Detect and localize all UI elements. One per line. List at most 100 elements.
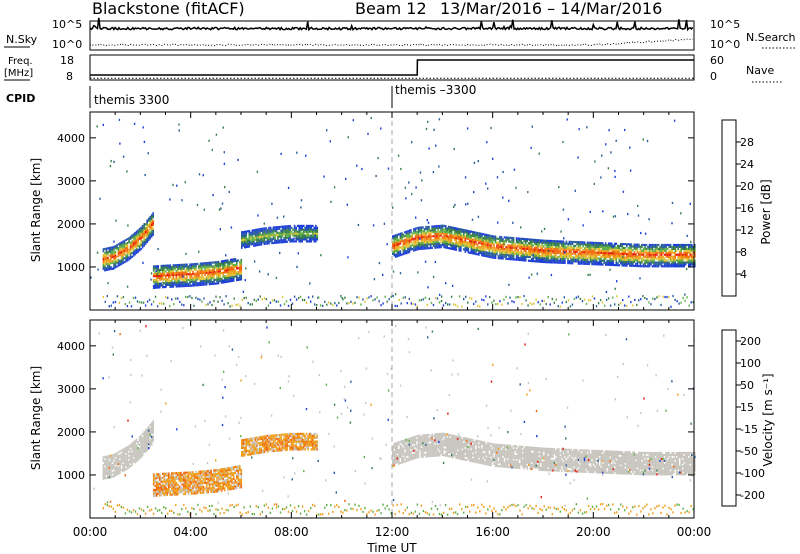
power-cell — [231, 268, 233, 271]
power-cell — [213, 282, 215, 285]
power-cell — [175, 264, 178, 267]
power-cell — [149, 225, 151, 228]
power-cell — [632, 258, 634, 262]
velocity-cell — [189, 477, 191, 480]
velocity-cell — [216, 469, 218, 472]
velocity-cell — [217, 472, 220, 475]
power-cell — [567, 246, 569, 249]
power-cell — [467, 247, 470, 250]
power-cell — [417, 246, 420, 249]
power-cell — [413, 239, 415, 242]
power-cell — [263, 235, 266, 238]
power-cell — [147, 217, 150, 220]
power-cell — [494, 251, 497, 254]
power-cell — [207, 263, 209, 266]
power-cell — [196, 278, 199, 281]
power-cell — [116, 244, 118, 247]
power-cell — [275, 230, 278, 233]
power-cell — [663, 259, 666, 262]
power-cell — [508, 252, 510, 255]
power-cell — [475, 252, 477, 256]
power-cell — [134, 296, 137, 299]
velocity-cell — [207, 477, 209, 480]
power-cell — [144, 234, 147, 237]
velocity-cell — [143, 442, 145, 445]
power-cell — [518, 247, 521, 250]
power-cell — [447, 239, 450, 242]
power-cell — [232, 264, 235, 267]
power-cell — [488, 250, 491, 253]
power-cell — [606, 259, 608, 262]
velocity-cell — [152, 428, 154, 431]
power-cell — [609, 259, 611, 263]
power-cell — [475, 235, 477, 238]
power-cell — [639, 261, 642, 264]
velocity-cell — [150, 424, 153, 427]
power-cell — [665, 255, 667, 258]
power-cell — [627, 252, 630, 256]
power-cell — [208, 277, 211, 280]
power-cell — [502, 196, 504, 199]
power-cell — [621, 264, 624, 267]
power-cell — [651, 245, 654, 249]
power-cell — [334, 302, 336, 305]
power-cell — [429, 241, 432, 244]
velocity-cell — [147, 425, 150, 428]
power-cell — [417, 248, 420, 251]
velocity-cell — [128, 447, 130, 450]
power-cell — [123, 253, 126, 256]
power-cell — [126, 257, 129, 260]
power-cell — [521, 257, 524, 260]
velocity-cell — [117, 455, 120, 458]
power-cell — [150, 223, 153, 226]
cpid-segment-2: themis –3300 — [395, 83, 476, 97]
power-cell — [466, 233, 468, 236]
power-cell — [434, 244, 436, 247]
power-cell — [607, 259, 610, 262]
power-cell — [438, 246, 441, 249]
power-cell — [688, 257, 690, 260]
nave-tick-top: 60 — [710, 54, 724, 67]
power-cell — [116, 259, 118, 262]
power-cell — [245, 230, 248, 233]
power-cell — [192, 265, 194, 268]
power-cell — [666, 296, 668, 299]
power-cell — [398, 239, 400, 242]
velocity-cell — [208, 479, 211, 482]
power-cell — [607, 167, 610, 170]
power-cell — [435, 246, 438, 249]
power-cell — [251, 239, 254, 242]
power-cell — [666, 251, 669, 254]
power-cell — [568, 243, 570, 246]
power-cell — [449, 235, 451, 238]
power-cell — [689, 243, 692, 247]
power-cell — [455, 239, 457, 242]
power-cell — [301, 232, 303, 235]
power-cell — [180, 277, 182, 280]
power-cell — [258, 270, 261, 273]
power-cell — [450, 230, 453, 233]
power-cell — [284, 227, 287, 230]
power-cell — [242, 290, 245, 293]
power-cell — [198, 284, 200, 287]
power-cell — [228, 190, 230, 193]
power-cell — [669, 263, 672, 266]
power-cell — [660, 261, 663, 264]
power-cell — [508, 250, 510, 253]
velocity-cell — [141, 448, 144, 451]
power-cell — [138, 228, 141, 231]
colorbar-frame — [721, 119, 737, 297]
power-cell — [269, 240, 272, 243]
power-cell — [210, 277, 212, 280]
velocity-cell — [150, 422, 153, 425]
velocity-cell — [104, 463, 106, 466]
power-cell — [485, 253, 488, 256]
power-cell — [678, 257, 681, 260]
power-cell — [532, 244, 534, 247]
power-cell — [161, 302, 163, 305]
power-cell — [553, 301, 555, 304]
power-cell — [600, 257, 602, 260]
power-cell — [131, 242, 133, 245]
power-cell — [458, 295, 461, 298]
power-cell — [150, 216, 153, 219]
